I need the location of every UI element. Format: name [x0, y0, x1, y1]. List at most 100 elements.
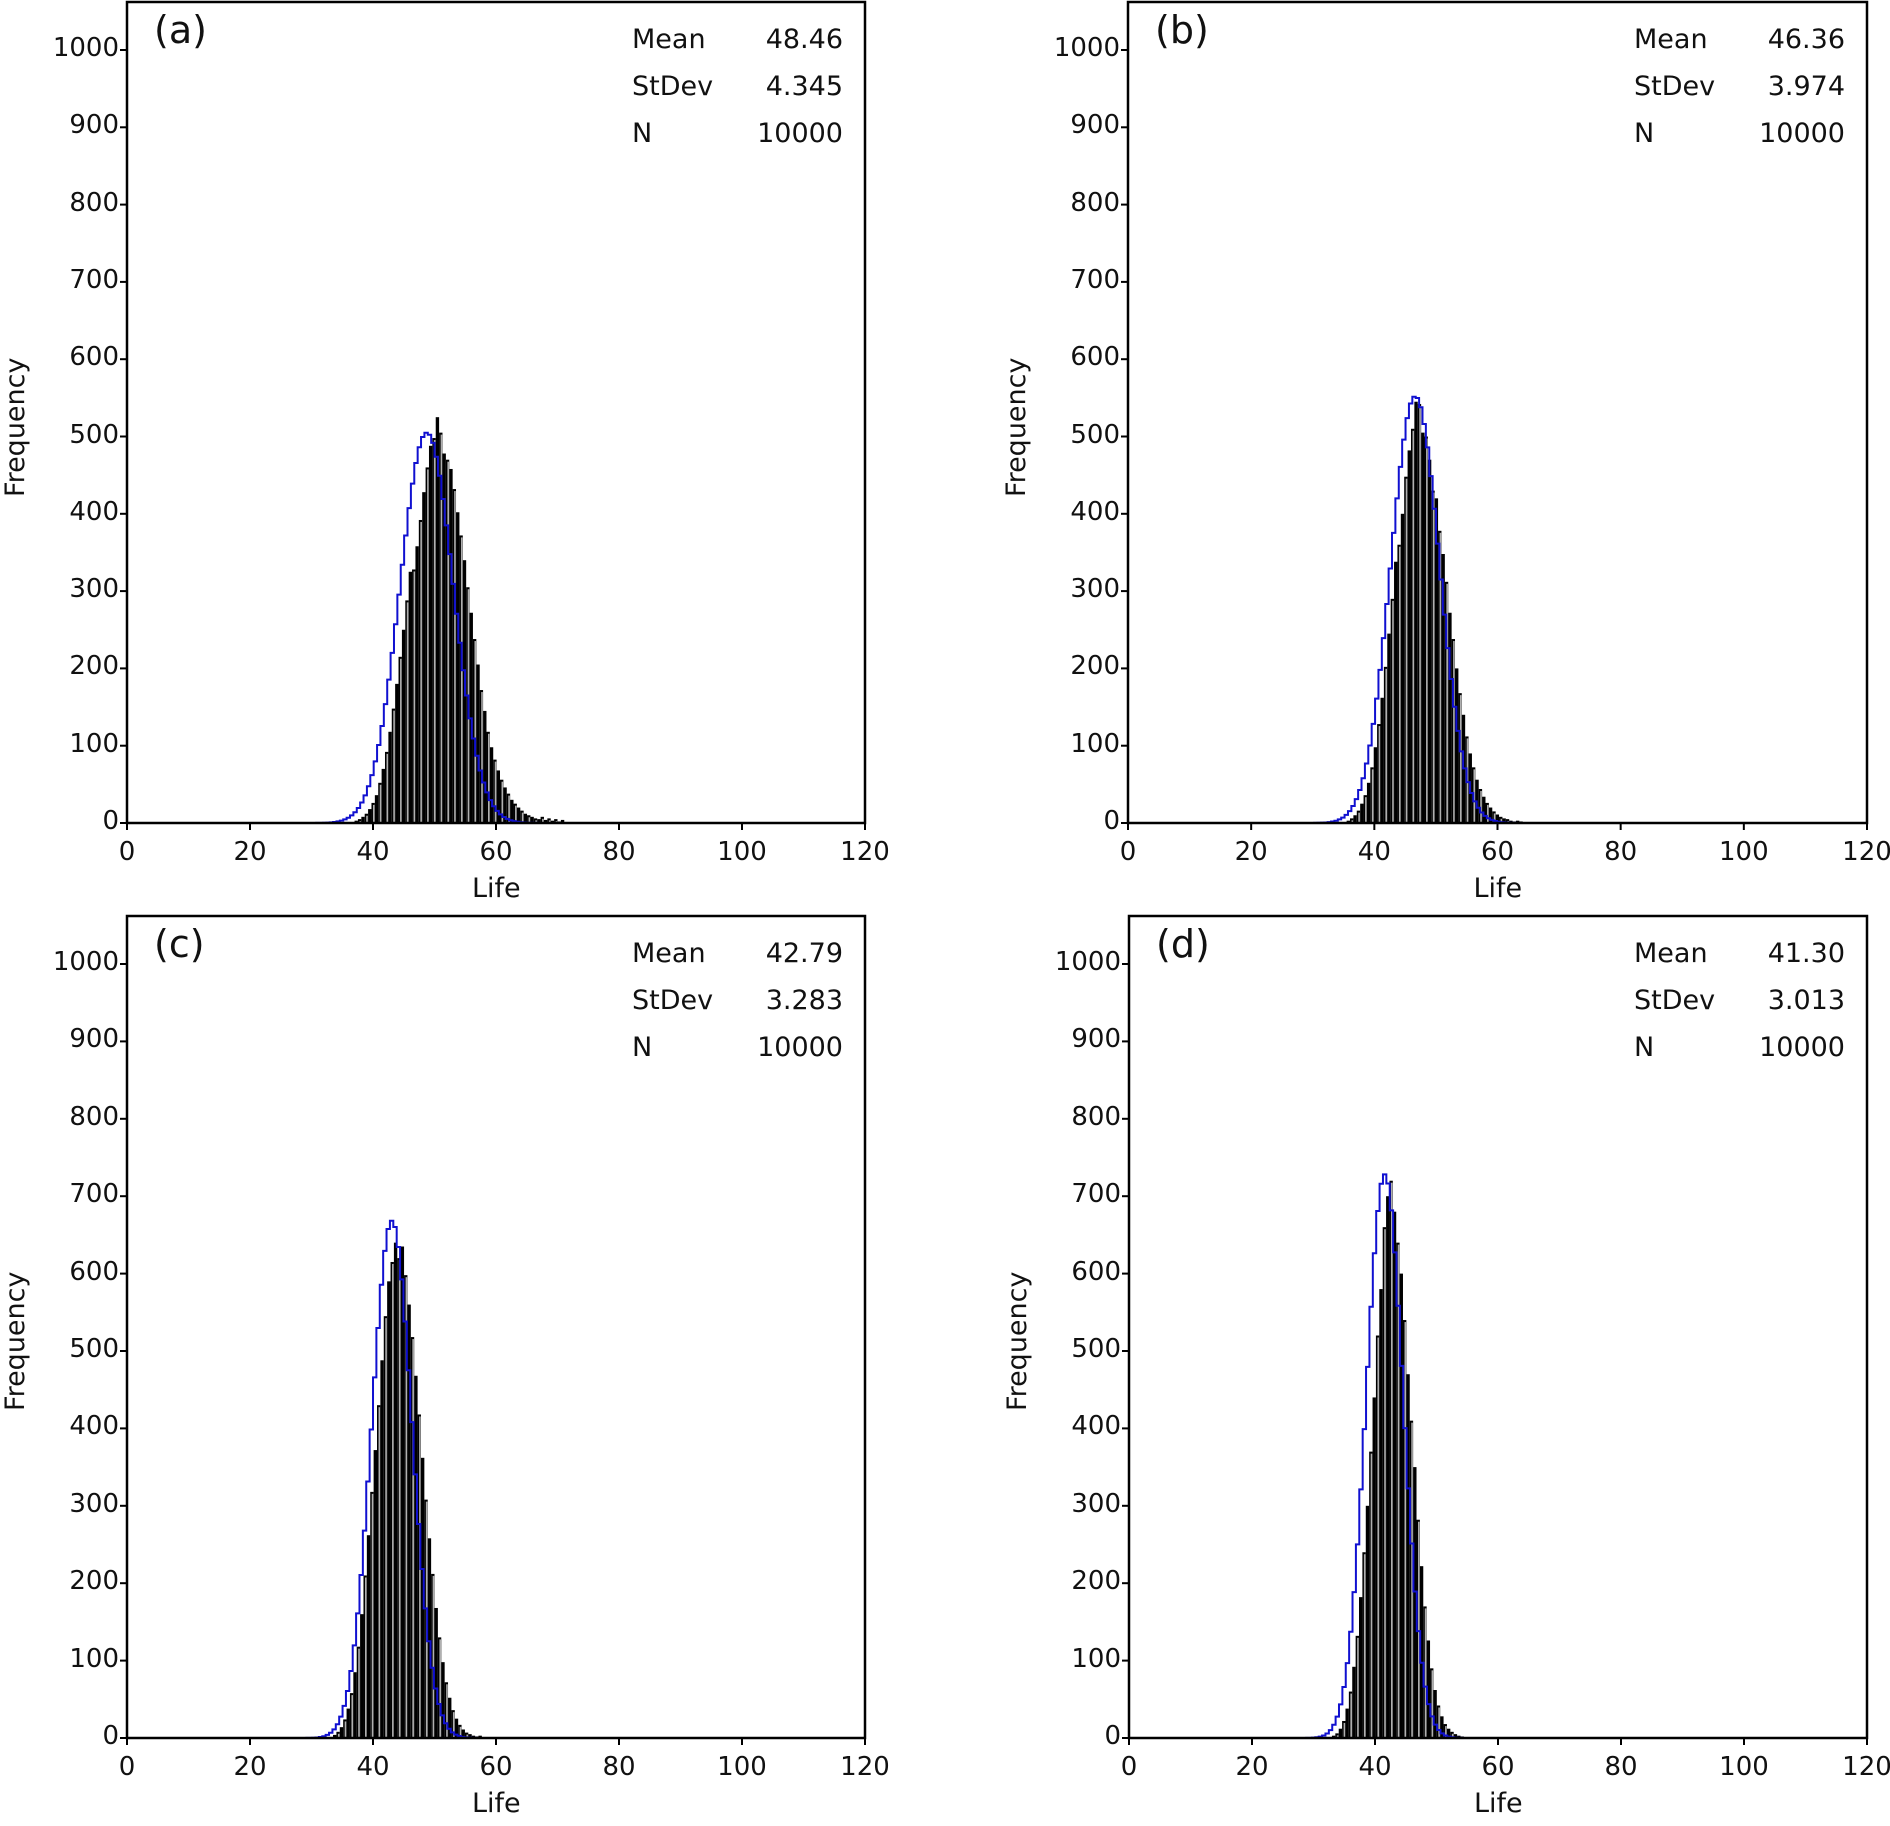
y-tick-label: 200	[69, 651, 119, 682]
histogram-bar	[333, 1734, 337, 1738]
x-axis-title: Life	[472, 1788, 521, 1819]
histogram-panel-c: 0 100 200 300 400 500 600 700 800 900 1000 0 20 40 60 8…	[0, 914, 890, 1819]
histogram-bar	[380, 1360, 384, 1738]
y-tick-label: 700	[1071, 1179, 1121, 1210]
x-tick-label: 40	[1358, 1752, 1392, 1782]
stat-name-mean: Mean	[1634, 24, 1708, 55]
y-tick-label: 1000	[52, 947, 119, 977]
histogram-bar	[1448, 612, 1452, 823]
histogram-bar	[523, 813, 528, 823]
y-tick-label: 800	[1070, 187, 1120, 218]
y-tick-label: 700	[69, 1179, 119, 1210]
histogram-bar	[442, 453, 446, 823]
y-tick-label: 900	[69, 110, 119, 141]
x-tick-label: 20	[1234, 837, 1268, 867]
y-tick-label: 300	[1070, 574, 1120, 605]
stat-name-stdev: StDev	[1634, 985, 1716, 1016]
histogram-bar	[393, 1242, 398, 1738]
histogram-bar	[1360, 803, 1364, 823]
histogram-bar	[1488, 807, 1493, 823]
y-tick-label: 300	[1071, 1488, 1121, 1519]
histogram-bar	[368, 809, 372, 823]
histogram-bar	[1386, 1196, 1390, 1738]
y-tick-label: 0	[1104, 1721, 1121, 1751]
histogram-bar	[381, 768, 385, 823]
histogram-bar	[1392, 1211, 1397, 1738]
stat-name-mean: Mean	[632, 24, 706, 55]
panel-label: (c)	[154, 922, 205, 966]
histogram-bar	[1495, 814, 1500, 823]
y-tick-label: 600	[69, 342, 119, 373]
x-tick-label: 80	[1604, 837, 1638, 867]
y-tick-label: 200	[69, 1566, 119, 1597]
x-tick-label: 100	[1719, 837, 1769, 867]
stat-value-stdev: 4.345	[765, 71, 843, 102]
histogram-bar	[408, 571, 413, 823]
histogram-bar	[496, 770, 500, 823]
y-tick-label: 400	[69, 1411, 119, 1442]
x-tick-label: 100	[1719, 1752, 1769, 1782]
y-tick-label: 200	[1071, 1566, 1121, 1597]
y-tick-label: 100	[1070, 728, 1120, 759]
y-tick-label: 900	[69, 1024, 119, 1055]
histogram-bar	[387, 1281, 391, 1738]
stat-value-stdev: 3.974	[1767, 71, 1845, 102]
y-tick-label: 400	[69, 496, 119, 527]
x-tick-label: 20	[233, 1752, 267, 1782]
histogram-bar	[1502, 818, 1506, 823]
stat-value-n: 10000	[757, 118, 843, 149]
normal-fit-curve	[305, 1219, 478, 1739]
y-tick-label: 700	[1070, 264, 1120, 295]
histogram-bar	[401, 629, 406, 823]
histogram-bar	[441, 1662, 445, 1738]
histogram-bar	[1359, 1597, 1363, 1738]
histogram-bars	[333, 1242, 486, 1738]
x-tick-label: 20	[233, 837, 267, 867]
x-tick-label: 0	[1119, 837, 1137, 867]
histogram-bar	[1372, 1397, 1376, 1738]
x-tick-label: 80	[602, 1752, 636, 1782]
y-tick-label: 300	[69, 574, 119, 605]
x-tick-label: 100	[717, 1752, 767, 1782]
histogram-bar	[1387, 633, 1391, 823]
histogram-bar	[1365, 1505, 1370, 1738]
y-tick-label: 300	[69, 1488, 119, 1519]
y-tick-label: 400	[1071, 1411, 1121, 1442]
x-axis-title: Life	[1474, 1788, 1523, 1819]
x-tick-label: 40	[356, 1752, 390, 1782]
x-tick-label: 20	[1235, 1752, 1269, 1782]
y-tick-label: 700	[69, 264, 119, 295]
stat-name-mean: Mean	[632, 938, 706, 969]
histogram-bar	[448, 1697, 452, 1738]
y-tick-label: 100	[69, 1643, 119, 1674]
histogram-bar	[366, 1535, 371, 1738]
x-tick-label: 60	[1481, 1752, 1515, 1782]
histogram-bars	[1331, 1180, 1468, 1738]
stat-name-n: N	[632, 118, 653, 149]
stat-value-mean: 48.46	[765, 24, 843, 55]
histogram-bar	[1414, 401, 1418, 823]
stat-value-mean: 42.79	[765, 938, 843, 969]
x-tick-label: 100	[717, 837, 767, 867]
panel-label: (a)	[154, 8, 207, 52]
histogram-bar	[374, 795, 379, 823]
histogram-bar	[1345, 1708, 1349, 1738]
histogram-bar	[449, 468, 453, 823]
x-axis-title: Life	[472, 873, 521, 904]
stat-name-n: N	[1634, 118, 1655, 149]
stat-value-mean: 41.30	[1767, 938, 1845, 969]
x-tick-label: 60	[479, 1752, 513, 1782]
histogram-bar	[1446, 1728, 1451, 1738]
y-tick-label: 200	[1070, 651, 1120, 682]
histogram-bar	[554, 819, 558, 823]
y-tick-label: 800	[69, 187, 119, 218]
histogram-bar	[543, 819, 548, 823]
histogram-bar	[414, 1375, 418, 1738]
histogram-bar	[1352, 1666, 1356, 1738]
x-tick-label: 120	[1842, 837, 1890, 867]
x-tick-label: 120	[840, 837, 890, 867]
histogram-bar	[1419, 1566, 1424, 1738]
stat-name-stdev: StDev	[1634, 71, 1716, 102]
